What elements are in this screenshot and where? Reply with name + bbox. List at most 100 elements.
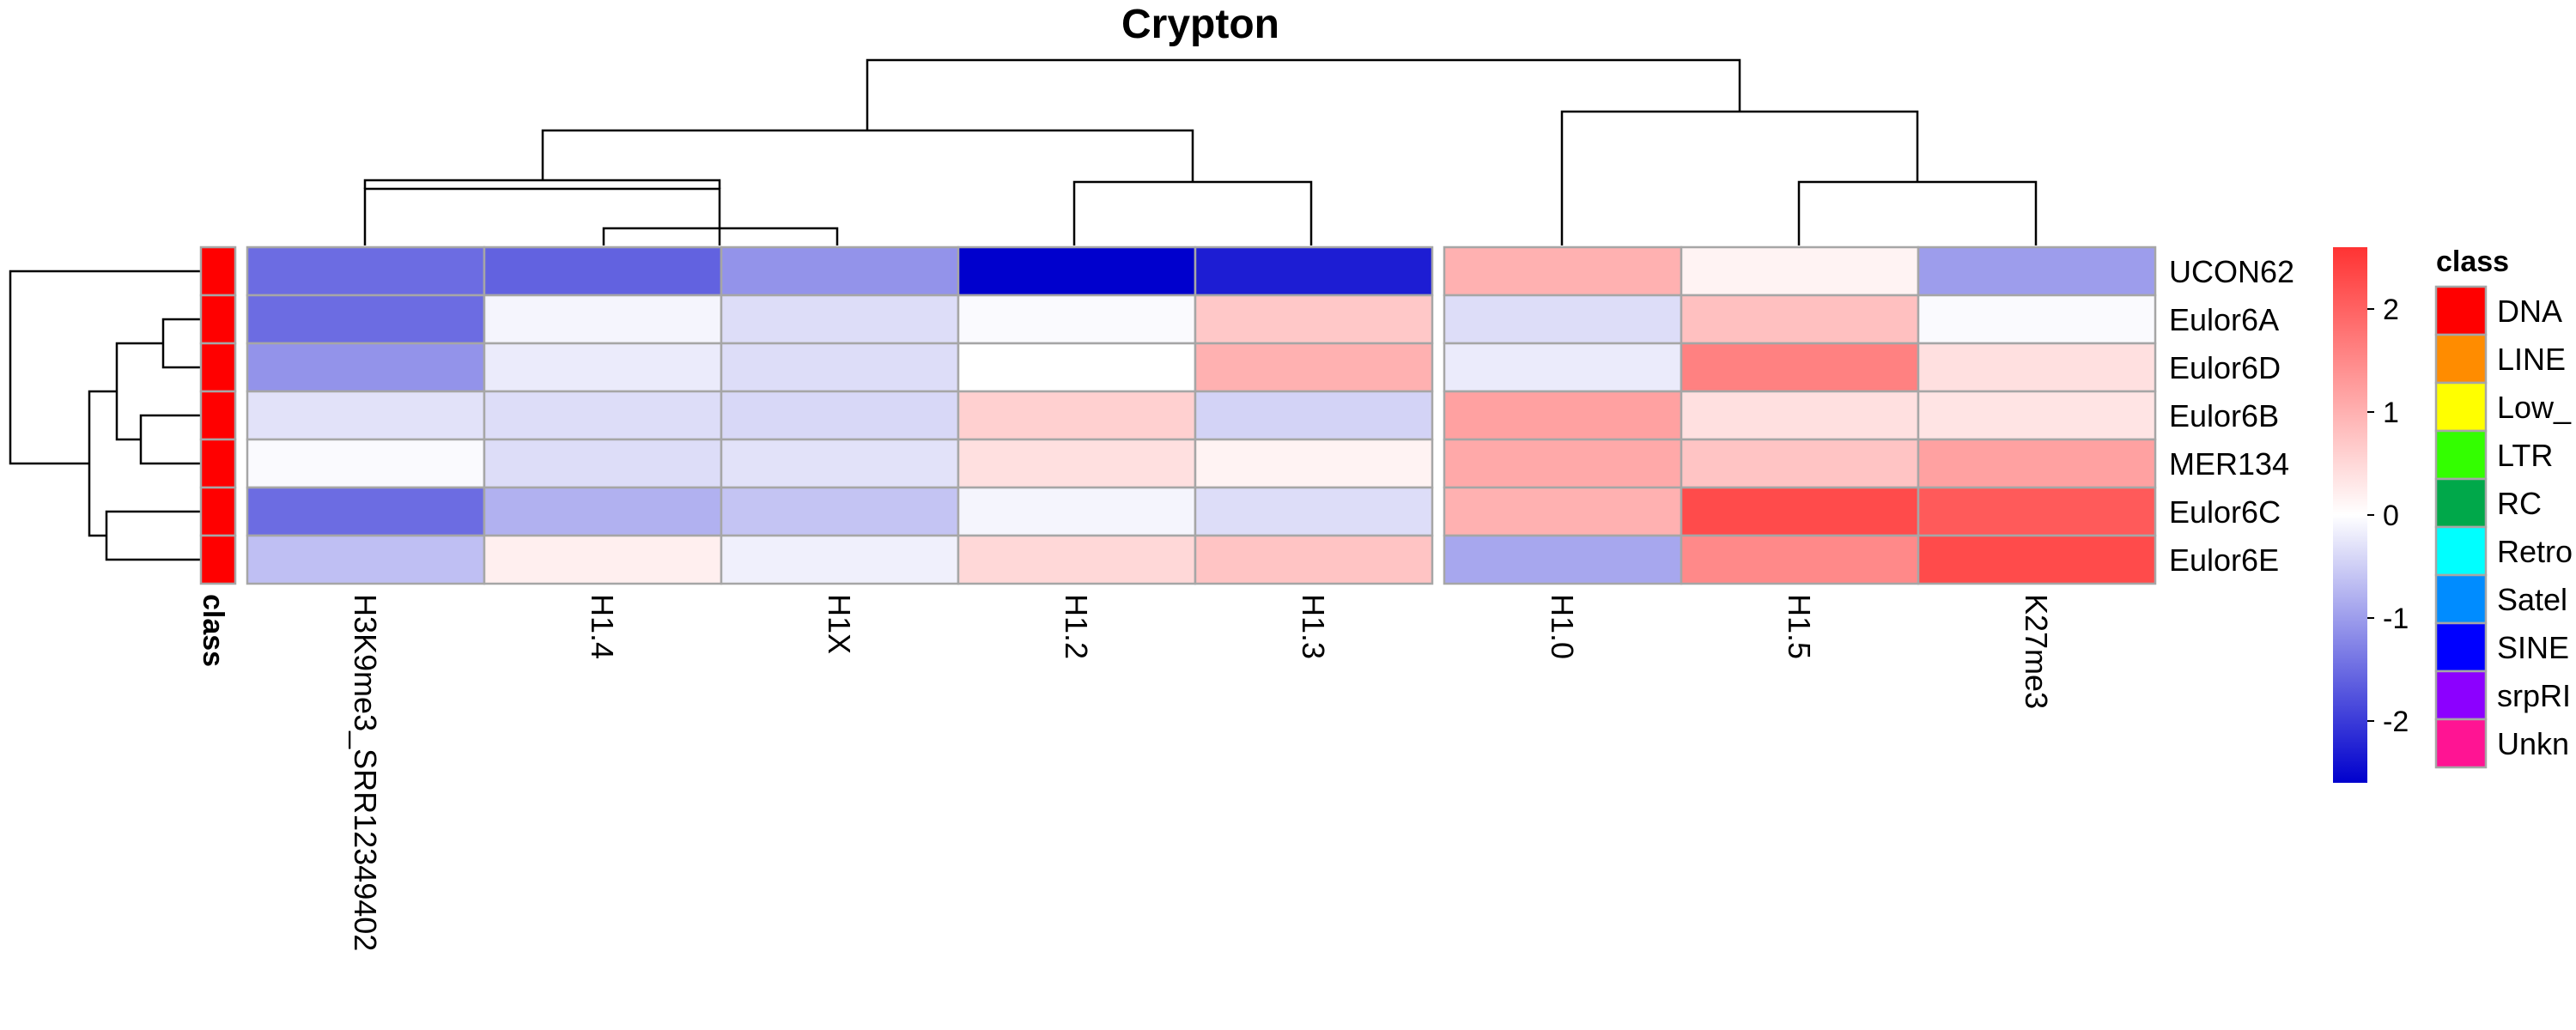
column-label: H1.0 — [1545, 594, 1580, 659]
class-legend-title: class — [2436, 245, 2509, 278]
dendrogram-branch — [1797, 180, 2038, 245]
heatmap-cell — [1443, 342, 1683, 393]
heatmap-cell — [1680, 534, 1920, 585]
heatmap-cell — [720, 534, 960, 585]
heatmap-cell — [246, 390, 486, 441]
annotation-cell — [199, 438, 237, 489]
heatmap-cell — [1194, 486, 1434, 537]
class-legend-label: RC — [2497, 486, 2542, 521]
dendrogram-branch — [602, 227, 839, 245]
heatmap-cell — [1680, 294, 1920, 345]
heatmap-cell — [1917, 245, 2157, 297]
color-scale-tick-label: 1 — [2383, 397, 2399, 429]
class-legend-swatch — [2434, 429, 2488, 481]
column-label: H1.3 — [1296, 594, 1331, 659]
heatmap-cell — [246, 245, 486, 297]
dendrogram-branch — [9, 270, 201, 465]
column-label: K27me3 — [2019, 594, 2054, 709]
class-legend-label: LTR — [2497, 438, 2553, 473]
class-legend-swatch — [2434, 718, 2488, 769]
dendrogram-branch — [866, 58, 1741, 130]
column-labels: H3K9me3_SRR12349402 H1.4 H1X H1.2 H1.3 H1.0 H1… — [348, 594, 2054, 951]
class-legend-swatch — [2434, 285, 2488, 336]
annotation-cell — [199, 342, 237, 393]
heatmap-cell — [720, 438, 960, 489]
class-legend-label: Satel — [2497, 582, 2567, 617]
color-scale-tick-label: 0 — [2383, 500, 2399, 532]
heatmap-cell — [957, 294, 1197, 345]
heatmap-cell — [1680, 486, 1920, 537]
column-label: H1X — [822, 594, 857, 654]
heatmap-cell — [483, 342, 723, 393]
class-legend-label: Unkn — [2497, 726, 2569, 761]
dendrogram-branch — [88, 390, 117, 537]
heatmap-cell — [483, 486, 723, 537]
class-legend-swatch — [2434, 525, 2488, 577]
class-legend: class DNA LINE Low_ LTR RC Retro Satel SINE srpR… — [2434, 245, 2573, 769]
annotation-label: class — [197, 594, 229, 667]
heatmap-cell — [1443, 294, 1683, 345]
class-legend-label: Retro — [2497, 534, 2573, 569]
class-legend-swatch — [2434, 621, 2488, 673]
class-legend-label: srpRI — [2497, 678, 2571, 713]
heatmap-cell — [483, 390, 723, 441]
class-legend-swatch — [2434, 670, 2488, 721]
class-legend-label: SINE — [2497, 630, 2569, 665]
row-labels: UCON62 Eulor6A Eulor6D Eulor6B MER134 Eulor6C… — [2169, 254, 2294, 578]
heatmap-cell — [246, 294, 486, 345]
heatmap-cell — [246, 342, 486, 393]
heatmap-cell — [720, 245, 960, 297]
column-label: H1.4 — [585, 594, 620, 659]
heatmap-cell — [1194, 390, 1434, 441]
row-label: Eulor6E — [2169, 542, 2279, 578]
row-label: Eulor6C — [2169, 494, 2281, 530]
row-label: UCON62 — [2169, 254, 2294, 289]
dendrogram-branch — [139, 414, 201, 465]
class-legend-swatch — [2434, 381, 2488, 433]
heatmap-cell — [720, 390, 960, 441]
color-scale-tick-label: -1 — [2383, 603, 2409, 635]
dendrogram-branch — [363, 179, 721, 189]
heatmap-cell — [957, 245, 1197, 297]
heatmap-cell — [957, 438, 1197, 489]
color-scale-tick-label: -2 — [2383, 706, 2409, 738]
color-scale-bar — [2333, 247, 2367, 783]
heatmap-cell — [957, 486, 1197, 537]
class-legend-swatch — [2434, 477, 2488, 529]
column-label: H3K9me3_SRR12349402 — [348, 594, 383, 951]
dendrogram-branch — [1072, 180, 1313, 245]
heatmap-cell — [720, 342, 960, 393]
heatmap-cells — [246, 245, 2157, 585]
heatmap-cell — [246, 534, 486, 585]
heatmap-cell — [483, 294, 723, 345]
row-label: Eulor6B — [2169, 398, 2279, 433]
heatmap-cell — [957, 342, 1197, 393]
heatmap-cell — [1443, 390, 1683, 441]
heatmap-cell — [1443, 245, 1683, 297]
heatmap-cell — [1443, 486, 1683, 537]
annotation-cell — [199, 294, 237, 345]
annotation-cell — [199, 245, 237, 297]
heatmap-cell — [720, 294, 960, 345]
heatmap-cell — [957, 390, 1197, 441]
heatmap-cell — [1917, 342, 2157, 393]
annotation-cell — [199, 390, 237, 441]
column-dendrogram — [363, 58, 2038, 245]
class-legend-label: LINE — [2497, 342, 2566, 377]
heatmap-cell — [483, 438, 723, 489]
heatmap-cell — [1443, 534, 1683, 585]
heatmap-cell — [1194, 342, 1434, 393]
heatmap-cell — [1917, 294, 2157, 345]
color-scale-tick-label: 2 — [2383, 294, 2399, 326]
row-dendrogram — [9, 270, 201, 561]
heatmap-cell — [246, 486, 486, 537]
dendrogram-branch — [363, 187, 721, 245]
class-legend-swatch — [2434, 573, 2488, 625]
heatmap-cell — [1917, 390, 2157, 441]
heatmap-cell — [1194, 245, 1434, 297]
column-label: H1.5 — [1782, 594, 1817, 659]
heatmap-cell — [483, 534, 723, 585]
heatmap-cell — [1680, 438, 1920, 489]
dendrogram-branch — [161, 318, 201, 369]
